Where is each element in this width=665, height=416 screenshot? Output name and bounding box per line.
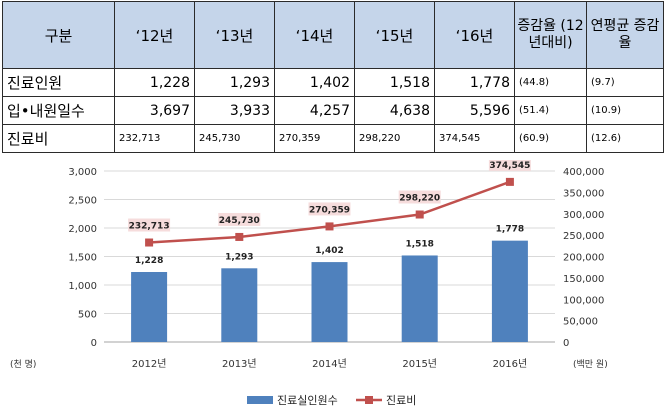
line-data-label: 374,545 — [489, 161, 530, 171]
right-axis-tick-label: 300,000 — [563, 210, 604, 221]
table-cell: 232,713 — [114, 124, 195, 153]
line-marker — [415, 210, 424, 219]
bar — [311, 262, 348, 342]
line-data-label-bg — [128, 218, 171, 232]
row-label: 진료인원 — [2, 68, 115, 97]
table-row: 진료인원 1,228 1,293 1,402 1,518 1,778 (44.8… — [2, 68, 664, 97]
header-change-rate: 증감율 (12년대비) — [514, 1, 587, 69]
right-axis-tick-label: 0 — [563, 338, 569, 349]
left-axis-tick-label: 3,000 — [68, 167, 97, 178]
right-axis-tick-label: 50,000 — [563, 317, 598, 328]
table-cell: 3,933 — [194, 96, 275, 125]
left-axis-tick-label: 1,500 — [68, 253, 97, 264]
line-data-label: 232,713 — [129, 222, 170, 232]
header-year-2013: ‘13년 — [194, 1, 275, 69]
line-marker — [505, 177, 514, 186]
header-year-2015: ‘15년 — [354, 1, 435, 69]
change-rate-cell: (51.4) — [514, 96, 587, 125]
bar — [401, 255, 438, 342]
legend-label-line: 진료비 — [386, 394, 416, 407]
table-cell: 4,638 — [354, 96, 435, 125]
right-axis-tick-label: 350,000 — [563, 188, 604, 199]
left-axis-tick-label: 0 — [91, 338, 97, 349]
right-axis-tick-label: 150,000 — [563, 274, 604, 285]
line-data-label-bg — [398, 190, 441, 204]
statistics-table: 구분 ‘12년 ‘13년 ‘14년 ‘15년 ‘16년 증감율 (12년대비) … — [2, 1, 664, 153]
table-cell: 270,359 — [274, 124, 355, 153]
row-label: 진료비 — [2, 124, 115, 153]
table-cell: 1,778 — [434, 68, 515, 97]
header-year-2014: ‘14년 — [274, 1, 355, 69]
line-marker — [235, 232, 244, 241]
bar — [221, 268, 258, 342]
bar-data-label: 1,228 — [135, 256, 163, 266]
row-label: 입•내원일수 — [2, 96, 115, 125]
table-header-row: 구분 ‘12년 ‘13년 ‘14년 ‘15년 ‘16년 증감율 (12년대비) … — [2, 1, 664, 69]
table-cell: 3,697 — [114, 96, 195, 125]
combo-chart: 0 500 1,000 1,500 2,000 2,500 3,000 0 50,000 100,… — [10, 160, 608, 407]
bar-data-label: 1,293 — [225, 252, 253, 262]
x-axis-tick-label: 2012년 — [132, 358, 167, 370]
right-axis-tick-label: 250,000 — [563, 231, 604, 242]
table-row: 입•내원일수 3,697 3,933 4,257 4,638 5,596 (51… — [2, 96, 664, 125]
left-axis-tick-label: 2,500 — [68, 196, 97, 207]
x-axis-tick-label: 2013년 — [222, 358, 257, 370]
change-rate-cell: (60.9) — [514, 124, 587, 153]
header-year-2012: ‘12년 — [114, 1, 195, 69]
header-annual-rate: 연평균 증감율 — [586, 1, 664, 69]
line-data-label-bg — [488, 160, 531, 171]
bar-data-label: 1,402 — [315, 246, 343, 256]
left-axis-unit-label: (천 명) — [10, 359, 36, 370]
left-axis-tick-label: 2,000 — [68, 224, 97, 235]
line-data-label: 245,730 — [219, 216, 260, 226]
x-axis-tick-label: 2015년 — [402, 358, 437, 370]
annual-rate-cell: (10.9) — [586, 96, 664, 125]
table-cell: 4,257 — [274, 96, 355, 125]
left-axis-tick-label: 1,000 — [68, 281, 97, 292]
bar-data-label: 1,518 — [405, 239, 433, 249]
legend-swatch-bar — [247, 396, 273, 404]
bar-data-label: 1,778 — [496, 225, 524, 235]
line-data-label: 298,220 — [399, 194, 440, 204]
legend-swatch-marker — [365, 396, 373, 404]
table-cell: 245,730 — [194, 124, 275, 153]
right-axis-tick-label: 100,000 — [563, 295, 604, 306]
header-category: 구분 — [2, 1, 115, 69]
line-data-label-bg — [218, 212, 261, 226]
bar — [131, 272, 168, 342]
annual-rate-cell: (9.7) — [586, 68, 664, 97]
annual-rate-cell: (12.6) — [586, 124, 664, 153]
x-axis-tick-label: 2014년 — [312, 358, 347, 370]
line-marker — [325, 222, 334, 231]
table-cell: 374,545 — [434, 124, 515, 153]
left-axis-tick-label: 500 — [78, 310, 97, 321]
table-cell: 298,220 — [354, 124, 435, 153]
line-marker — [145, 238, 154, 247]
table-row: 진료비 232,713 245,730 270,359 298,220 374,… — [2, 124, 664, 153]
bar — [491, 240, 528, 342]
x-axis-tick-label: 2016년 — [493, 358, 528, 370]
change-rate-cell: (44.8) — [514, 68, 587, 97]
table-cell: 1,228 — [114, 68, 195, 97]
legend-label-bar: 진료실인원수 — [277, 394, 338, 407]
table-cell: 5,596 — [434, 96, 515, 125]
table-cell: 1,518 — [354, 68, 435, 97]
table-cell: 1,293 — [194, 68, 275, 97]
right-axis-tick-label: 400,000 — [563, 167, 604, 178]
right-axis-unit-label: (백만 원) — [573, 359, 608, 370]
right-axis-tick-label: 200,000 — [563, 253, 604, 264]
header-year-2016: ‘16년 — [434, 1, 515, 69]
line-data-label: 270,359 — [309, 205, 350, 215]
line-data-label-bg — [308, 202, 351, 216]
table-cell: 1,402 — [274, 68, 355, 97]
